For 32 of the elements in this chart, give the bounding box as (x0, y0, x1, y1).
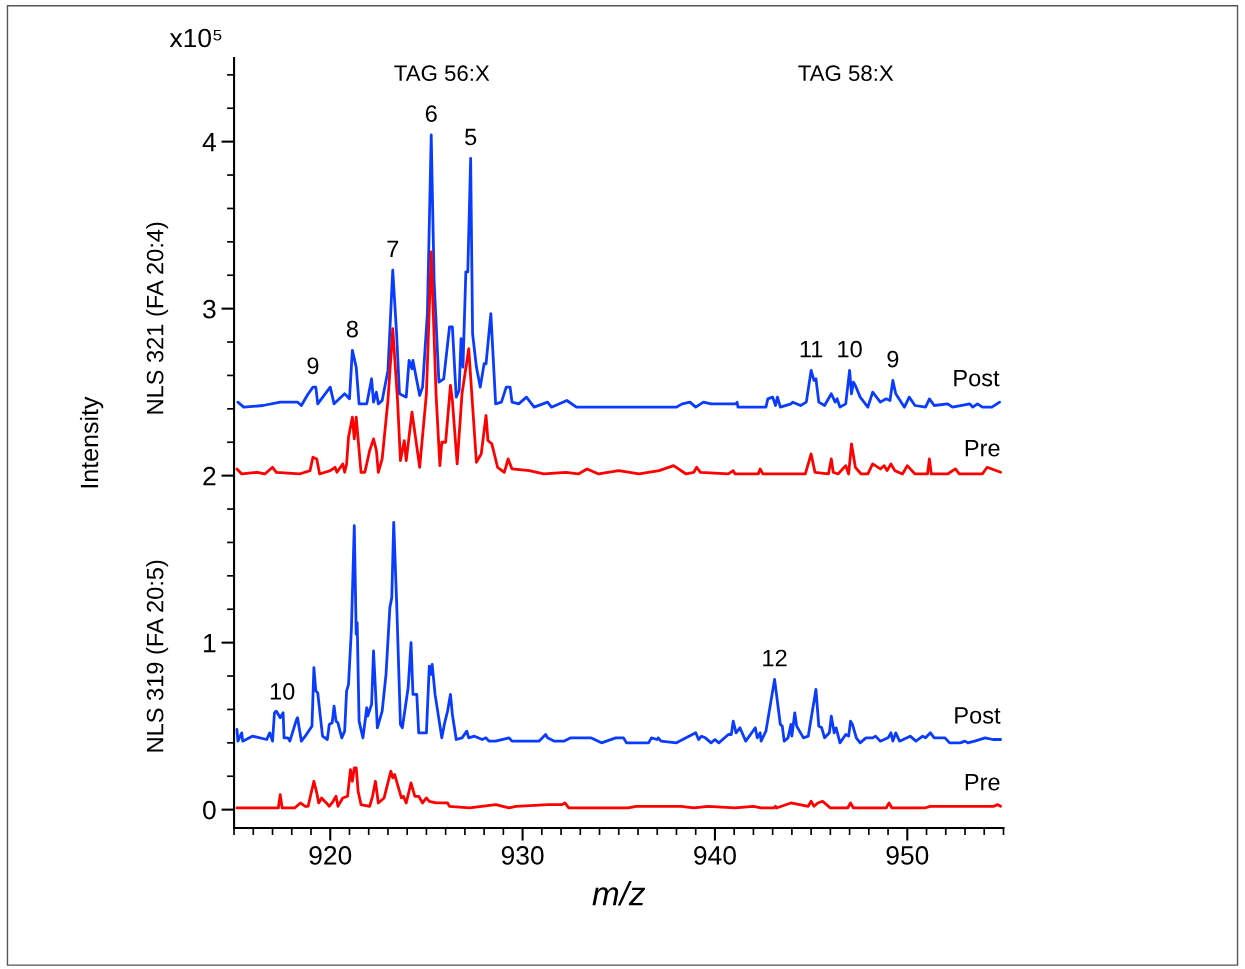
line-series (235, 521, 1002, 745)
annotation: 11 (800, 340, 823, 358)
y-tick-label: 3 (203, 299, 216, 319)
series-label: Post (954, 369, 1000, 387)
line-series (235, 766, 1002, 810)
annotation: 12 (763, 649, 787, 667)
series-label: Pre (965, 774, 1000, 791)
annotation: 9 (307, 357, 319, 375)
annotation: TAG 58:X (798, 65, 894, 82)
series-label: Post (955, 707, 1001, 724)
annotation: 10 (838, 340, 862, 358)
y-tick-label: 0 (203, 800, 216, 820)
x-axis-title: m/z (592, 881, 646, 906)
x-tick-label: 940 (694, 846, 736, 865)
text: x10⁵ (169, 28, 222, 48)
y-tick-label: 2 (203, 466, 216, 486)
x-tick-label: 950 (886, 846, 929, 865)
y-axis-title: Intensity (79, 396, 104, 488)
y-tick-label: 1 (204, 634, 216, 653)
text: NLS 319 (FA 20:5) (146, 560, 169, 752)
annotation: 6 (425, 105, 437, 122)
annotation: 8 (346, 320, 358, 338)
annotation: 9 (887, 350, 899, 368)
annotation: 5 (465, 128, 477, 146)
x-tick-label: 930 (501, 846, 544, 865)
text: NLS 321 (FA 20:4) (146, 222, 169, 414)
annotation: 7 (387, 240, 399, 257)
annotation: 10 (270, 683, 295, 700)
x-tick-label: 920 (309, 846, 352, 865)
annotation: TAG 56:X (394, 65, 490, 82)
y-tick-label: 4 (202, 133, 216, 152)
series-label: Pre (965, 440, 1000, 457)
